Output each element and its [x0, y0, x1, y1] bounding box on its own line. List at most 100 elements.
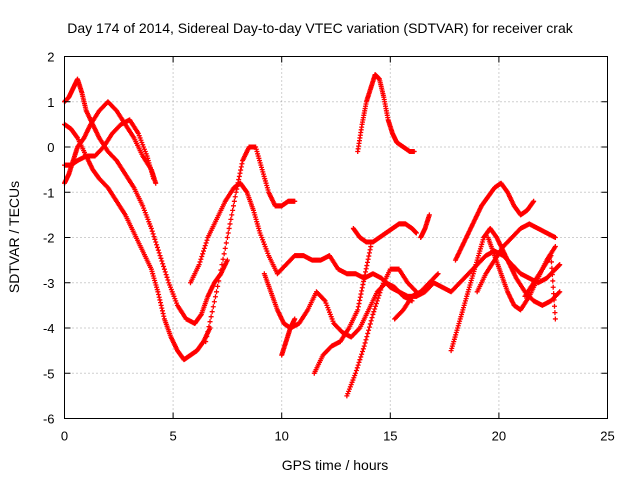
data-point-interp: [362, 272, 368, 278]
data-point-interp: [364, 259, 370, 265]
data-point: [196, 262, 202, 268]
data-point: [361, 275, 367, 281]
data-point-interp: [238, 167, 244, 173]
data-point-interp: [374, 298, 380, 304]
data-point-interp: [155, 247, 161, 253]
data-point-interp: [164, 274, 170, 280]
data-point-interp: [156, 250, 162, 256]
data-series: [62, 72, 563, 399]
data-point: [157, 253, 163, 259]
data-point-interp: [200, 251, 206, 257]
data-point-interp: [225, 230, 231, 236]
data-point-interp: [158, 255, 164, 261]
data-point: [368, 244, 374, 250]
data-point-interp: [556, 290, 562, 296]
data-point-interp: [209, 309, 215, 315]
data-point-interp: [355, 362, 361, 368]
data-point-interp: [371, 309, 377, 315]
data-point-interp: [211, 299, 217, 305]
data-point-interp: [150, 231, 156, 237]
data-point-interp: [201, 245, 207, 251]
data-point-interp: [548, 259, 554, 265]
x-axis-label: GPS time / hours: [282, 457, 389, 473]
data-point-interp: [220, 256, 226, 262]
series-track-9: [311, 244, 374, 376]
data-point-interp: [161, 263, 167, 269]
data-point-interp: [227, 221, 233, 227]
data-point-interp: [157, 297, 163, 303]
data-point-interp: [165, 277, 171, 283]
data-point: [552, 316, 558, 322]
data-point: [292, 316, 298, 322]
data-point-interp: [207, 319, 213, 325]
series-track-14: [418, 212, 432, 240]
data-point-interp: [360, 346, 366, 352]
data-point-interp: [530, 199, 536, 205]
data-point-interp: [160, 311, 166, 317]
data-point-interp: [161, 313, 167, 319]
data-point-interp: [550, 278, 556, 284]
x-tick-label: 15: [383, 429, 397, 444]
y-tick-label: -2: [43, 231, 55, 246]
data-point-interp: [551, 297, 557, 303]
y-tick-label: -5: [43, 366, 55, 381]
data-point-interp: [234, 183, 240, 189]
data-point-interp: [356, 359, 362, 365]
data-point-interp: [376, 292, 382, 298]
data-point-interp: [373, 303, 379, 309]
data-point-interp: [367, 321, 373, 327]
data-point-interp: [153, 239, 159, 245]
data-point-interp: [234, 186, 240, 192]
data-point: [353, 370, 359, 376]
data-point-interp: [230, 207, 236, 213]
data-point: [361, 343, 367, 349]
series-track-13: [392, 271, 441, 322]
y-tick-label: -6: [43, 412, 55, 427]
data-point-interp: [239, 161, 245, 167]
data-point-interp: [152, 236, 158, 242]
x-tick-label: 5: [169, 429, 176, 444]
data-point-interp: [158, 300, 164, 306]
data-point-interp: [232, 194, 238, 200]
data-point-interp: [198, 312, 204, 318]
data-point-interp: [161, 266, 167, 272]
data-point: [155, 289, 161, 295]
data-point-interp: [204, 237, 210, 243]
data-point-interp: [203, 240, 209, 246]
data-point-interp: [366, 324, 372, 330]
data-point-interp: [551, 291, 557, 297]
data-point-interp: [154, 244, 160, 250]
data-point-interp: [237, 170, 243, 176]
data-point-interp: [552, 303, 558, 309]
x-tick-label: 20: [492, 429, 506, 444]
data-point-interp: [159, 258, 165, 264]
data-point-interp: [228, 216, 234, 222]
data-point-interp: [230, 203, 236, 209]
series-track-8: [279, 316, 298, 358]
data-point-interp: [366, 250, 372, 256]
chart-title: Day 174 of 2014, Sidereal Day-to-day VTE…: [67, 20, 573, 36]
data-point-interp: [366, 327, 372, 333]
series-track-4: [62, 99, 159, 186]
series-track-17: [452, 180, 537, 263]
data-point-interp: [359, 288, 365, 294]
series-track-20: [522, 253, 558, 322]
data-point-interp: [372, 306, 378, 312]
data-point: [370, 311, 376, 317]
data-point-interp: [156, 292, 162, 298]
data-point-interp: [359, 285, 365, 291]
y-tick-label: -1: [43, 185, 55, 200]
data-point: [413, 230, 419, 236]
data-point-interp: [356, 301, 362, 307]
data-point-interp: [159, 305, 165, 311]
axis-ticks: 0 5 10 15 20 25 -6 -5 -4 -3 -2 -1 0 1 2: [43, 50, 615, 444]
data-point: [411, 149, 417, 155]
data-point-interp: [243, 188, 249, 194]
data-point-interp: [378, 287, 384, 293]
series-track-2: [62, 76, 230, 326]
data-point: [203, 339, 209, 345]
data-point-interp: [217, 273, 223, 279]
data-point-interp: [549, 265, 555, 271]
grid: [64, 56, 608, 419]
data-point-interp: [357, 297, 363, 303]
